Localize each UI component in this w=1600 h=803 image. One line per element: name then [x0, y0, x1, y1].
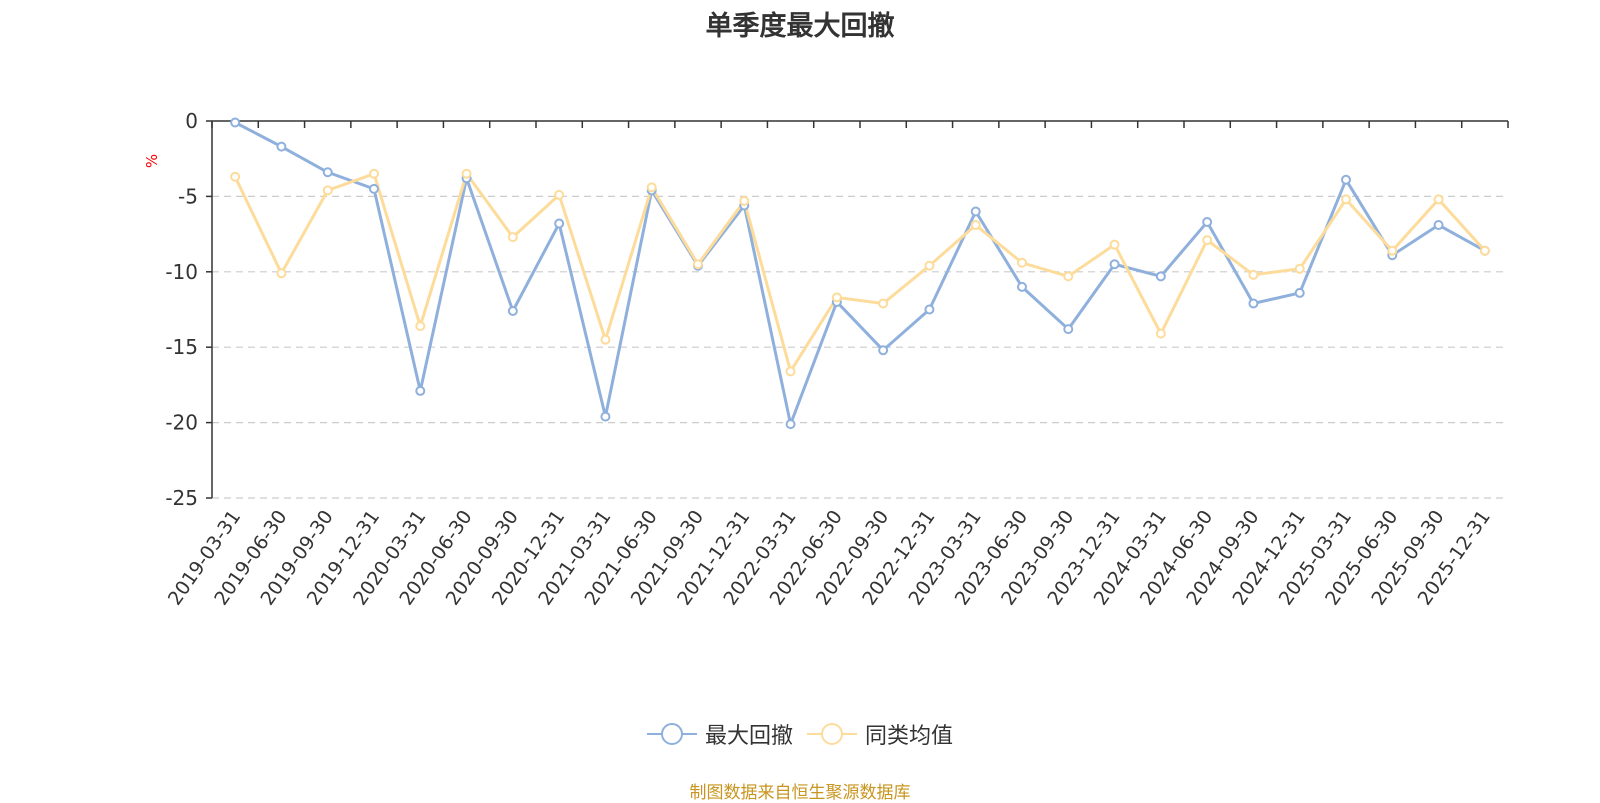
data-point-series-1	[970, 220, 981, 231]
data-point-series-0	[878, 345, 889, 356]
legend-swatch-max-drawdown	[646, 723, 697, 745]
data-point-series-0	[1341, 174, 1351, 185]
y-tick-label: -10	[165, 260, 198, 284]
data-point-series-1	[831, 292, 842, 303]
data-point-series-0	[554, 218, 565, 229]
data-point-series-1	[322, 185, 333, 196]
data-point-series-1	[739, 195, 750, 206]
data-point-series-0	[1017, 281, 1027, 292]
data-point-series-0	[1155, 271, 1166, 282]
data-point-series-1	[230, 171, 241, 182]
data-point-series-1	[600, 334, 611, 345]
y-tick-label: -15	[165, 335, 198, 359]
data-point-series-0	[276, 141, 287, 152]
data-point-series-0	[1109, 259, 1120, 270]
data-point-series-0	[1063, 324, 1074, 335]
data-point-series-0	[1248, 298, 1259, 309]
data-point-series-1	[1341, 194, 1351, 205]
data-point-series-1	[785, 366, 796, 377]
data-point-series-1	[461, 168, 472, 179]
data-point-series-0	[924, 304, 935, 315]
data-point-series-1	[276, 268, 287, 279]
chart-title: 单季度最大回撤	[705, 11, 895, 42]
data-point-series-1	[1248, 269, 1259, 280]
data-point-series-0	[230, 117, 241, 128]
data-point-series-1	[1202, 235, 1213, 246]
data-point-series-1	[369, 168, 379, 179]
legend-label-peer-average: 同类均值	[865, 724, 954, 749]
data-point-series-1	[1294, 263, 1305, 274]
data-point-series-0	[600, 411, 611, 422]
y-tick-label: -5	[178, 184, 198, 208]
data-point-series-0	[1294, 287, 1305, 298]
y-tick-label: -20	[165, 411, 198, 435]
data-point-series-0	[415, 385, 426, 396]
data-point-series-1	[507, 232, 518, 243]
data-point-series-1	[415, 321, 426, 332]
y-tick-label: -25	[165, 486, 198, 510]
legend-item-max-drawdown[interactable]: 最大回撤	[646, 718, 793, 750]
data-point-series-0	[1202, 217, 1213, 228]
legend: 最大回撤 同类均值	[0, 718, 1600, 750]
data-point-series-0	[369, 183, 379, 194]
data-point-series-1	[878, 298, 889, 309]
source-note: 制图数据来自恒生聚源数据库	[689, 783, 911, 803]
data-point-series-0	[507, 306, 518, 317]
y-tick-label: 0	[185, 109, 198, 133]
data-point-series-0	[970, 206, 981, 217]
data-point-series-1	[1109, 239, 1120, 250]
data-point-series-1	[693, 259, 703, 270]
data-point-series-0	[785, 419, 796, 430]
data-point-series-1	[1433, 194, 1444, 205]
y-axis-label: %	[143, 154, 161, 168]
legend-item-peer-average[interactable]: 同类均值	[807, 718, 953, 750]
data-point-series-1	[1479, 245, 1490, 256]
data-point-series-1	[554, 189, 565, 200]
data-point-series-1	[924, 260, 935, 271]
data-point-series-1	[1017, 257, 1027, 268]
data-point-series-1	[1387, 245, 1398, 256]
data-point-series-0	[1433, 220, 1444, 231]
legend-swatch-peer-average	[807, 723, 857, 745]
legend-label-max-drawdown: 最大回撤	[704, 724, 793, 749]
data-point-series-0	[322, 167, 333, 178]
data-point-series-1	[1155, 328, 1166, 339]
series-line-0	[234, 121, 1486, 426]
data-point-series-1	[1063, 271, 1074, 282]
data-point-series-1	[646, 182, 657, 193]
series-line-1	[233, 172, 1486, 373]
